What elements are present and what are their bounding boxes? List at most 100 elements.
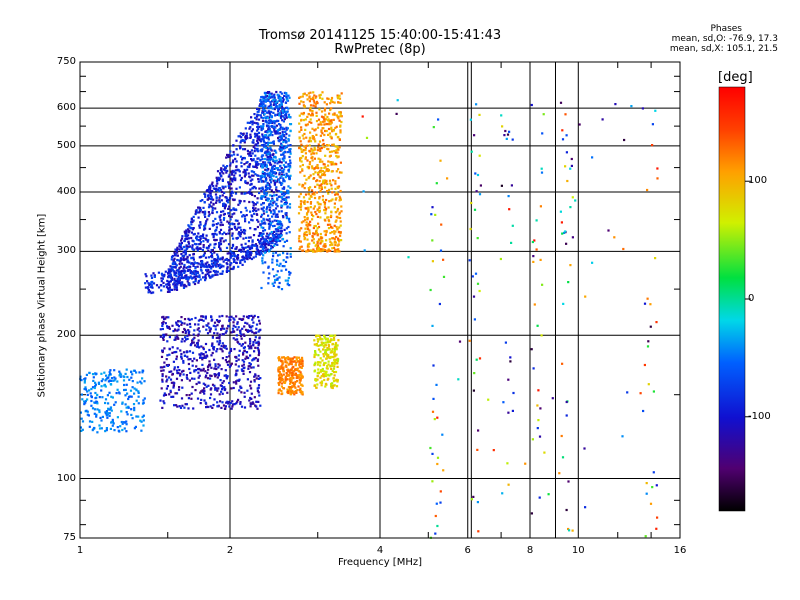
data-point [179, 260, 182, 263]
data-point [220, 199, 223, 202]
data-point [306, 225, 309, 228]
data-point [569, 264, 572, 267]
data-point [316, 102, 319, 105]
data-point [272, 201, 275, 204]
data-point [340, 120, 343, 124]
data-point [296, 380, 299, 383]
data-point [94, 397, 97, 400]
data-point [232, 198, 235, 202]
data-point [298, 102, 301, 105]
data-point [431, 452, 434, 455]
data-point [269, 148, 273, 151]
data-point [244, 181, 247, 184]
data-point [282, 128, 285, 131]
data-point [273, 183, 276, 186]
data-point [208, 360, 211, 363]
data-point [243, 141, 246, 144]
data-point [319, 176, 322, 179]
data-point [193, 273, 196, 276]
data-point [509, 356, 512, 359]
data-point [508, 208, 511, 211]
data-point [276, 263, 279, 266]
data-point [319, 149, 322, 152]
data-point [407, 256, 410, 259]
data-point [229, 162, 232, 165]
data-point [320, 369, 323, 372]
data-point [326, 223, 330, 226]
data-point [478, 113, 481, 116]
data-point [267, 197, 270, 200]
data-point [222, 210, 225, 213]
data-point [337, 185, 341, 188]
data-point [261, 127, 265, 130]
data-point [187, 240, 190, 243]
data-point [235, 228, 238, 231]
data-point [266, 153, 269, 156]
data-point [284, 361, 287, 364]
data-point [318, 96, 322, 99]
data-point [185, 403, 188, 406]
data-point [591, 156, 594, 159]
data-point [262, 123, 265, 126]
data-point [274, 179, 277, 182]
data-point [271, 204, 274, 207]
data-point [264, 249, 267, 252]
data-point [270, 111, 273, 114]
data-point [176, 246, 179, 249]
data-point [280, 173, 283, 176]
data-point [264, 196, 267, 199]
data-point [232, 403, 235, 406]
data-point [654, 109, 657, 112]
data-point [327, 219, 330, 222]
data-point [323, 378, 326, 382]
data-point [242, 258, 245, 261]
data-point [194, 389, 197, 392]
data-point [240, 176, 243, 180]
data-point [331, 382, 334, 385]
data-point [252, 158, 255, 161]
data-point [322, 163, 325, 166]
data-point [109, 406, 113, 409]
data-point [237, 398, 240, 401]
data-point [220, 264, 223, 267]
data-point [476, 173, 480, 177]
data-point [309, 249, 312, 252]
data-point [228, 197, 232, 200]
data-point [246, 165, 249, 168]
data-point [215, 373, 218, 376]
data-point [338, 138, 341, 141]
data-point [109, 372, 112, 376]
data-point [436, 416, 439, 419]
data-point [248, 346, 251, 349]
data-point [205, 269, 208, 272]
data-point [315, 353, 318, 356]
data-point [311, 96, 314, 99]
data-point [186, 377, 189, 380]
data-point [510, 184, 513, 187]
data-point [245, 209, 248, 212]
data-point [266, 116, 269, 119]
data-point [325, 198, 328, 202]
data-point [446, 177, 449, 180]
data-point [287, 137, 290, 141]
data-point [298, 240, 301, 243]
data-point [199, 318, 202, 321]
data-point [225, 315, 228, 318]
data-point [218, 364, 221, 367]
data-point [234, 179, 237, 182]
data-point [248, 365, 251, 368]
data-point [207, 214, 210, 218]
data-point [176, 371, 179, 375]
data-point [286, 191, 289, 195]
data-point [336, 250, 339, 253]
data-point [240, 136, 243, 139]
stats-o: mean, sd,O: -76.9, 17.3 [671, 34, 778, 44]
data-point [270, 238, 273, 241]
data-point [280, 385, 283, 388]
data-point [333, 150, 336, 153]
data-point [228, 214, 231, 218]
data-point [337, 238, 340, 242]
data-point [253, 132, 257, 135]
data-point [287, 163, 290, 166]
data-point [279, 181, 282, 185]
